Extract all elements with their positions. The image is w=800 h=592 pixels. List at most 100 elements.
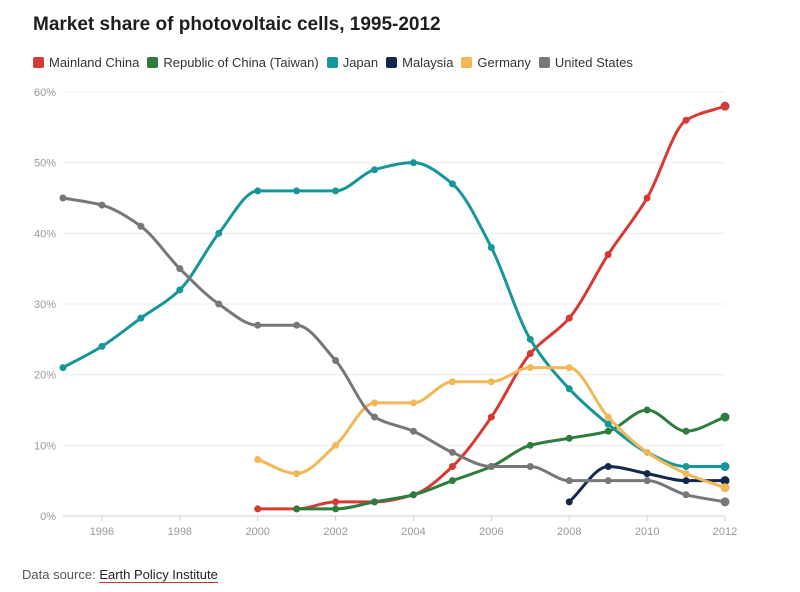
y-tick-label: 0% xyxy=(40,511,56,523)
data-point-germany xyxy=(565,364,573,372)
legend-label: Republic of China (Taiwan) xyxy=(163,55,319,70)
data-point-japan xyxy=(293,187,301,195)
legend-label: Germany xyxy=(477,55,531,70)
data-point-republic-of-china-taiwan xyxy=(371,498,379,506)
y-tick-label: 20% xyxy=(34,370,56,382)
legend-item-mainland-china[interactable]: Mainland China xyxy=(33,55,139,70)
data-point-mainland-china xyxy=(604,251,612,259)
series-line-mainland-china xyxy=(256,104,727,511)
data-point-united-states xyxy=(293,321,301,329)
data-point-united-states xyxy=(371,413,379,421)
data-point-united-states xyxy=(59,194,67,202)
data-point-germany xyxy=(526,364,534,372)
data-point-japan xyxy=(448,180,456,188)
legend-label: Malaysia xyxy=(402,55,454,70)
data-point-japan xyxy=(526,335,534,343)
legend-swatch xyxy=(538,57,550,68)
data-point-united-states xyxy=(643,477,651,485)
legend-swatch xyxy=(461,57,473,68)
data-point-united-states xyxy=(98,201,106,209)
x-tick-label: 1996 xyxy=(90,526,114,538)
data-source-link[interactable]: Earth Policy Institute xyxy=(99,567,218,583)
data-point-republic-of-china-taiwan xyxy=(720,412,730,422)
data-point-japan xyxy=(565,385,573,393)
data-point-mainland-china xyxy=(720,101,730,111)
data-point-japan xyxy=(215,229,223,237)
y-tick-label: 40% xyxy=(34,228,56,240)
data-source-prefix: Data source: xyxy=(22,567,100,582)
data-point-united-states xyxy=(332,357,340,365)
data-point-united-states xyxy=(176,265,184,273)
data-point-japan xyxy=(682,463,690,471)
legend-swatch xyxy=(147,57,159,68)
data-point-germany xyxy=(332,441,340,449)
data-point-germany xyxy=(371,399,379,407)
data-point-germany xyxy=(720,483,730,493)
data-point-republic-of-china-taiwan xyxy=(448,477,456,485)
data-point-mainland-china xyxy=(565,314,573,322)
x-tick-label: 2012 xyxy=(713,526,737,538)
data-point-japan xyxy=(176,286,184,294)
data-point-japan xyxy=(137,314,145,322)
chart-title: Market share of photovoltaic cells, 1995… xyxy=(33,14,441,35)
x-tick-label: 1998 xyxy=(168,526,192,538)
data-point-malaysia xyxy=(720,476,730,486)
legend-swatch xyxy=(326,57,338,68)
data-point-united-states xyxy=(448,448,456,456)
line-chart: 0% 10% 20% 30% 40% 50% 60% 1996 1998 2000 2002 2004… xyxy=(34,87,737,538)
data-point-malaysia xyxy=(565,498,573,506)
x-tick-label: 2006 xyxy=(479,526,503,538)
data-point-republic-of-china-taiwan xyxy=(682,427,690,435)
legend-label: Japan xyxy=(342,55,379,70)
data-point-united-states xyxy=(565,477,573,485)
y-tick-label: 50% xyxy=(34,158,56,170)
data-point-republic-of-china-taiwan xyxy=(565,434,573,442)
x-tick-label: 2008 xyxy=(557,526,581,538)
data-point-republic-of-china-taiwan xyxy=(643,406,651,414)
legend-swatch xyxy=(386,57,398,68)
data-point-united-states xyxy=(487,463,495,471)
data-point-united-states xyxy=(720,497,730,507)
data-point-united-states xyxy=(215,300,223,308)
data-point-germany xyxy=(643,448,651,456)
legend-item-malaysia[interactable]: Malaysia xyxy=(386,55,453,70)
legend-item-germany[interactable]: Germany xyxy=(461,55,531,70)
legend-item-united-states[interactable]: United States xyxy=(538,55,633,70)
data-point-japan xyxy=(98,342,106,350)
data-point-mainland-china xyxy=(254,505,262,513)
legend-swatch xyxy=(33,57,44,68)
data-point-germany xyxy=(448,378,456,386)
legend-label: United States xyxy=(554,55,633,70)
legend-item-japan[interactable]: Japan xyxy=(326,55,379,70)
y-tick-label: 10% xyxy=(34,440,56,452)
legend-label: Mainland China xyxy=(49,55,140,70)
data-point-germany xyxy=(487,378,495,386)
data-point-japan xyxy=(371,166,379,174)
data-point-republic-of-china-taiwan xyxy=(409,491,417,499)
data-point-united-states xyxy=(682,491,690,499)
data-point-republic-of-china-taiwan xyxy=(293,505,301,513)
x-tick-label: 2000 xyxy=(245,526,269,538)
data-point-mainland-china xyxy=(682,116,690,124)
data-point-united-states xyxy=(409,427,417,435)
data-point-malaysia xyxy=(604,463,612,471)
x-tick-label: 2010 xyxy=(635,526,659,538)
data-point-united-states xyxy=(137,222,145,230)
data-point-mainland-china xyxy=(643,194,651,202)
data-point-japan xyxy=(254,187,262,195)
data-point-japan xyxy=(332,187,340,195)
series-line-united-states xyxy=(61,196,727,504)
data-point-germany xyxy=(604,413,612,421)
data-point-mainland-china xyxy=(332,498,340,506)
data-point-japan xyxy=(720,462,730,472)
data-point-japan xyxy=(59,364,67,372)
y-tick-label: 30% xyxy=(34,299,56,311)
data-point-united-states xyxy=(604,477,612,485)
data-point-mainland-china xyxy=(526,349,534,357)
data-point-united-states xyxy=(254,321,262,329)
data-point-japan xyxy=(409,159,417,167)
data-point-malaysia xyxy=(643,470,651,478)
y-tick-label: 60% xyxy=(34,87,56,99)
data-source: Data source: Earth Policy Institute xyxy=(22,567,218,583)
legend-item-republic-of-china-taiwan[interactable]: Republic of China (Taiwan) xyxy=(147,55,319,70)
